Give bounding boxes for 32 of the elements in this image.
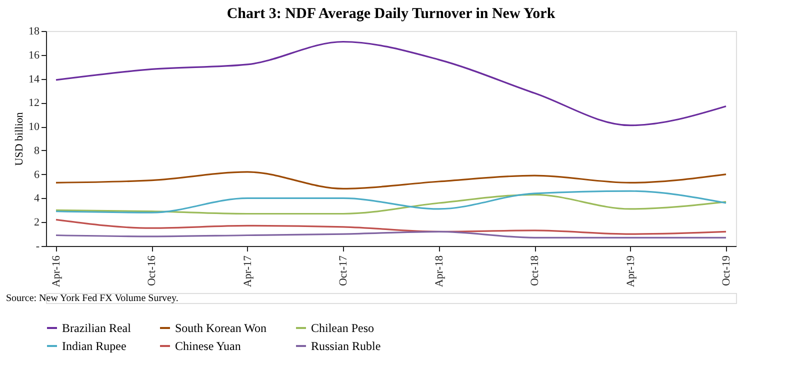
- x-tick-label: Oct-18: [529, 255, 542, 286]
- y-tick-label: -: [36, 240, 40, 252]
- x-tick-label: Apr-19: [624, 255, 637, 288]
- x-tick-label: Oct-16: [146, 255, 158, 286]
- x-tick-label: Apr-18: [433, 255, 446, 288]
- y-tick-label: 4: [34, 192, 40, 205]
- line-series: [55, 190, 727, 214]
- line-series: [55, 218, 727, 235]
- x-tick-label: Apr-16: [50, 255, 62, 288]
- legend-label: Brazilian Real: [62, 321, 132, 335]
- y-tick-label: 14: [28, 73, 40, 86]
- line-series: [55, 40, 727, 126]
- y-tick-label: 6: [34, 168, 40, 181]
- line-series: [55, 171, 727, 190]
- legend-label: South Korean Won: [175, 321, 266, 335]
- legend-label: Chilean Peso: [311, 321, 374, 335]
- legend-label: Indian Rupee: [62, 339, 126, 353]
- y-tick-label: 8: [34, 144, 40, 157]
- x-tick-label: Oct-17: [338, 255, 350, 286]
- y-axis-title: USD billion: [14, 112, 26, 166]
- source-note: Source: New York Fed FX Volume Survey.: [6, 293, 178, 304]
- y-tick-label: 12: [28, 97, 40, 110]
- x-tick-label: Apr-17: [242, 255, 254, 288]
- y-tick-label: 16: [28, 49, 40, 62]
- y-tick-label: 2: [34, 216, 40, 229]
- x-tick-label: Oct-19: [720, 255, 732, 286]
- chart-title: Chart 3: NDF Average Daily Turnover in New York: [226, 6, 556, 22]
- legend-label: Russian Ruble: [311, 339, 381, 353]
- legend-label: Chinese Yuan: [175, 339, 241, 353]
- line-series: [55, 194, 727, 215]
- y-tick-label: 18: [28, 26, 40, 38]
- y-tick-label: 10: [28, 121, 40, 134]
